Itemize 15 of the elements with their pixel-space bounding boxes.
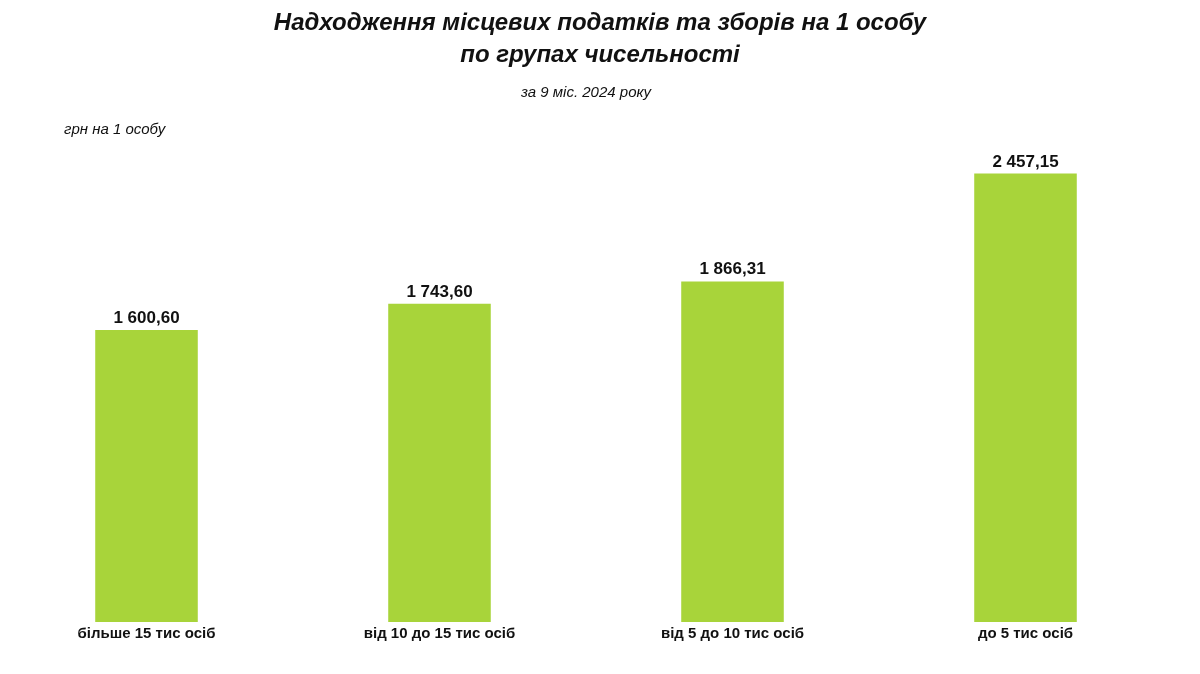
data-label: 1 866,31 (699, 259, 766, 279)
x-tick-label: до 5 тис осіб (977, 624, 1074, 641)
bar (681, 281, 784, 622)
data-label: 1 743,60 (406, 281, 473, 301)
bar (95, 329, 198, 622)
x-tick-label: від 10 до 15 тис осіб (363, 624, 516, 641)
x-tick-label: від 5 до 10 тис осіб (660, 624, 805, 641)
chart-subtitle: за 9 міс. 2024 року (520, 83, 653, 100)
data-label: 2 457,15 (992, 151, 1059, 171)
bar (388, 303, 491, 622)
y-axis-title: грн на 1 особу (64, 120, 167, 137)
x-tick-label: більше 15 тис осіб (77, 624, 216, 641)
bar (974, 173, 1077, 622)
data-label: 1 600,60 (113, 307, 180, 327)
chart-title: Надходження місцевих податків та зборів на 1 особу по групах чисельності (273, 8, 928, 67)
